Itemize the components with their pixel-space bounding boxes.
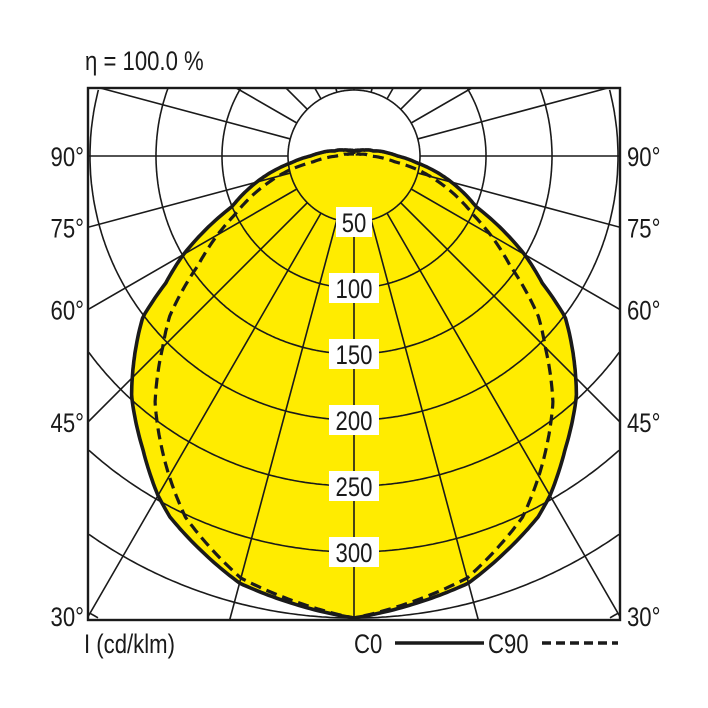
angle-label-right: 60° (627, 297, 660, 327)
radial-tick-label-bg (329, 471, 379, 501)
radial-tick-label-bg (329, 273, 379, 303)
grid-circle (88, 533, 620, 619)
radial-tick-label: 50 (342, 209, 367, 239)
grid-ray (410, 188, 620, 311)
angle-label-left: 60° (51, 297, 84, 327)
radial-tick-label-bg (329, 405, 379, 435)
angle-label-left: 75° (51, 214, 84, 244)
grid-circle (88, 449, 620, 553)
grid-ray (400, 202, 620, 423)
radial-tick-label-bg (329, 537, 379, 567)
chart-title: η = 100.0 % (85, 47, 204, 77)
grid-ray (88, 212, 322, 618)
radial-tick-label: 250 (336, 473, 373, 503)
grid-circle (89, 612, 619, 619)
angle-label-left: 45° (51, 409, 84, 439)
radial-tick-label: 200 (336, 407, 373, 437)
grid-circle (88, 351, 620, 487)
angle-label-right: 30° (627, 603, 660, 633)
radial-tick-label: 100 (336, 275, 373, 305)
radial-tick-labels: 50 100 150 200 250 300 (329, 207, 379, 569)
c0-solid-curve (129, 148, 579, 620)
angle-label-right: 45° (627, 409, 660, 439)
legend-c0-label: C0 (354, 630, 382, 660)
grid-ray (417, 88, 608, 140)
radial-tick-label: 150 (336, 341, 373, 371)
grid-ray (228, 219, 338, 620)
grid-ray (410, 88, 473, 124)
grid-ray (88, 202, 308, 423)
radial-tick-label-bg (329, 339, 379, 369)
plot-frame (86, 86, 622, 622)
grid-ray (235, 88, 298, 124)
grid-circle (89, 89, 619, 421)
grid-ray (100, 88, 291, 140)
radial-tick-label-bg (336, 207, 372, 237)
angle-label-left: 30° (51, 603, 84, 633)
radial-tick-label: 300 (336, 539, 373, 569)
grid-ray (314, 88, 322, 100)
grid-ray (386, 212, 620, 618)
legend-c90-label: C90 (488, 630, 529, 660)
angle-label-right: 75° (627, 214, 660, 244)
angle-labels-left: 90° 75° 60° 45° 30° (51, 143, 84, 633)
legend: C0 C90 (354, 630, 618, 660)
angle-label-left: 90° (51, 143, 84, 173)
angle-label-right: 90° (627, 143, 660, 173)
grid-ray (386, 88, 394, 100)
grid-ray (370, 219, 480, 620)
grid-circle (155, 88, 553, 355)
radial-axis-label: I (cd/klm) (84, 630, 175, 660)
grid-circle (221, 88, 487, 289)
angle-labels-right: 90° 75° 60° 45° 30° (627, 143, 660, 633)
grid-ray (88, 188, 298, 311)
grid-ray (400, 88, 423, 110)
grid-ray (285, 88, 308, 110)
